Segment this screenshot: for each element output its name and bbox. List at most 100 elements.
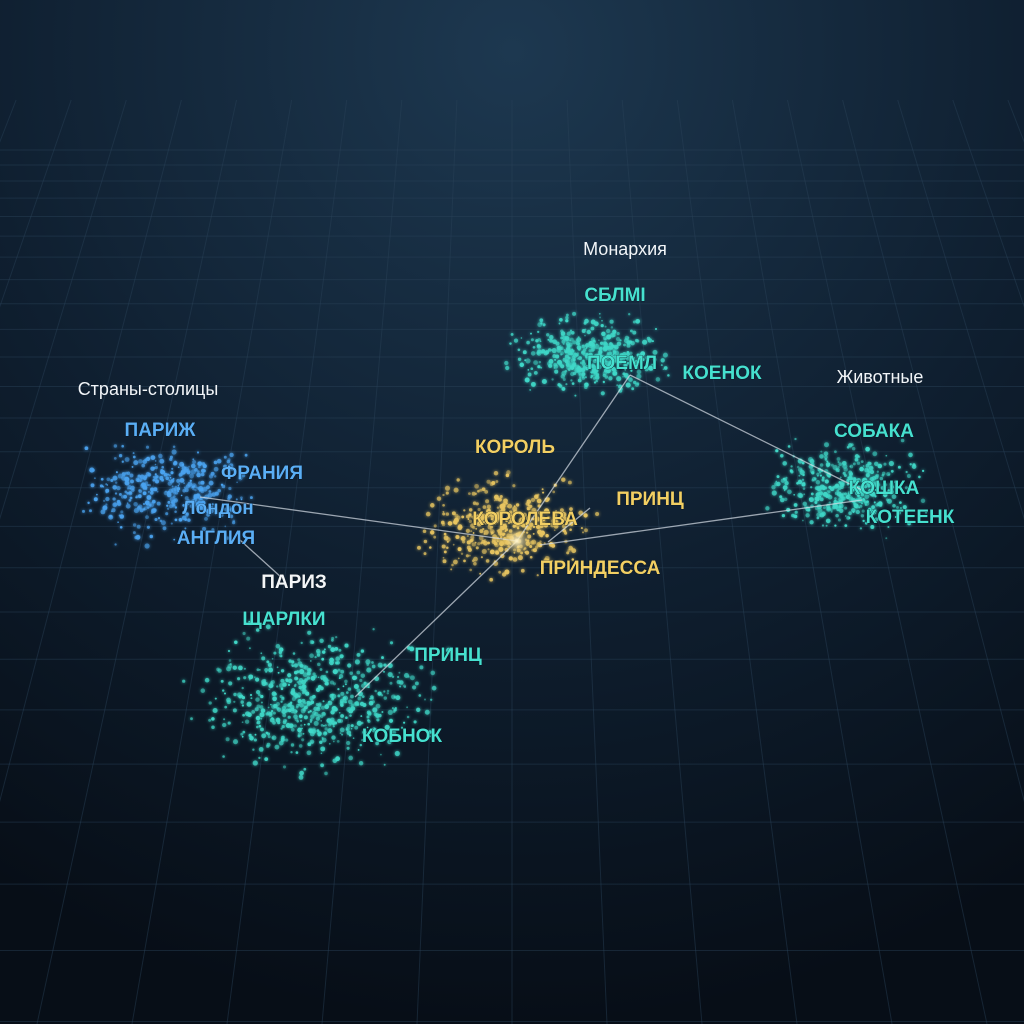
point — [852, 462, 856, 466]
point — [849, 472, 854, 476]
point — [563, 348, 566, 351]
point — [574, 394, 577, 397]
point — [640, 351, 646, 356]
point — [783, 497, 788, 502]
point — [497, 514, 502, 519]
point — [622, 372, 626, 376]
point — [598, 312, 601, 315]
point — [530, 497, 536, 502]
point — [849, 488, 854, 493]
point — [173, 538, 176, 541]
point — [214, 510, 218, 514]
point — [331, 697, 334, 700]
point — [482, 505, 487, 509]
point — [330, 680, 334, 685]
point — [260, 701, 263, 704]
point — [196, 470, 200, 473]
point — [162, 526, 167, 531]
point — [852, 447, 856, 451]
point — [888, 460, 895, 467]
point — [198, 465, 201, 469]
point — [537, 330, 540, 334]
point — [819, 463, 824, 467]
point — [824, 486, 828, 490]
point — [307, 711, 310, 714]
point — [636, 367, 639, 369]
point — [138, 489, 141, 492]
point — [99, 484, 103, 488]
point — [529, 522, 534, 527]
point — [414, 681, 419, 686]
point — [445, 537, 451, 542]
point — [288, 659, 292, 663]
point — [235, 498, 238, 501]
point — [309, 718, 313, 722]
point — [299, 669, 305, 675]
point — [522, 350, 527, 355]
point — [381, 710, 384, 714]
point — [509, 342, 512, 345]
point — [533, 510, 536, 513]
point — [169, 457, 173, 462]
point — [554, 358, 557, 361]
point — [866, 468, 869, 471]
point — [400, 726, 404, 729]
point — [497, 531, 503, 536]
point — [230, 467, 234, 471]
point — [551, 543, 556, 548]
point — [595, 511, 600, 517]
point — [135, 477, 140, 482]
point — [137, 506, 141, 510]
point — [608, 342, 614, 347]
point — [536, 574, 539, 577]
point — [446, 647, 452, 653]
point — [606, 328, 611, 334]
point — [864, 503, 867, 506]
point — [613, 344, 619, 350]
point — [794, 510, 798, 514]
point — [856, 477, 861, 483]
point — [280, 678, 285, 683]
point — [498, 510, 504, 515]
point — [189, 479, 192, 482]
point — [265, 624, 271, 630]
point — [598, 350, 603, 355]
point — [93, 477, 96, 480]
point — [430, 670, 436, 676]
point — [185, 501, 190, 506]
point — [360, 649, 365, 653]
point — [418, 694, 422, 697]
grid-line — [321, 99, 403, 1024]
point — [255, 715, 261, 721]
point — [281, 709, 287, 715]
point — [566, 331, 571, 336]
point — [551, 560, 554, 562]
point — [547, 338, 550, 341]
point — [249, 736, 254, 741]
point — [532, 525, 536, 529]
point — [877, 501, 883, 507]
point — [538, 360, 542, 364]
point — [118, 454, 123, 458]
point — [833, 484, 838, 489]
point — [386, 692, 389, 695]
point — [240, 694, 244, 698]
group-title: Монархия — [583, 239, 667, 259]
point — [838, 466, 840, 468]
point — [301, 691, 305, 695]
point — [544, 350, 550, 355]
point — [629, 351, 633, 355]
point — [479, 512, 484, 517]
point — [258, 668, 261, 671]
point — [855, 509, 860, 515]
point — [539, 318, 544, 323]
point — [171, 501, 174, 504]
point — [172, 461, 177, 466]
point — [572, 340, 577, 345]
point — [270, 683, 274, 688]
point — [771, 485, 776, 490]
point — [494, 541, 498, 545]
point — [581, 351, 584, 354]
point — [907, 521, 912, 526]
point — [467, 518, 470, 520]
